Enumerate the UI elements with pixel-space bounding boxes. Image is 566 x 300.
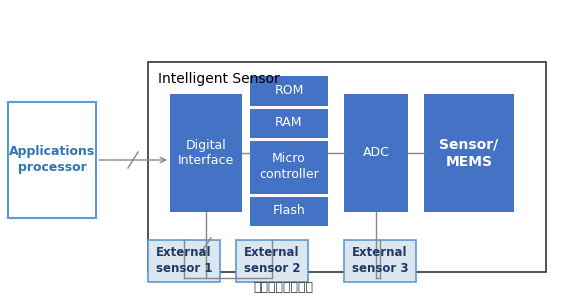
Bar xyxy=(236,240,308,282)
Text: External
sensor 3: External sensor 3 xyxy=(351,247,408,275)
Text: Applications
processor: Applications processor xyxy=(9,146,95,175)
Text: ROM: ROM xyxy=(275,85,304,98)
Text: 智能传感器的结构: 智能传感器的结构 xyxy=(253,281,313,294)
Bar xyxy=(250,76,328,106)
Bar xyxy=(344,240,416,282)
Bar xyxy=(250,196,328,226)
Bar xyxy=(170,94,242,212)
Text: External
sensor 1: External sensor 1 xyxy=(156,247,212,275)
Text: Micro
controller: Micro controller xyxy=(259,152,319,182)
Bar xyxy=(8,102,96,218)
Text: ADC: ADC xyxy=(363,146,389,160)
Text: External
sensor 2: External sensor 2 xyxy=(244,247,300,275)
Text: Digital
Interface: Digital Interface xyxy=(178,139,234,167)
Bar xyxy=(250,108,328,138)
Bar xyxy=(344,94,408,212)
Bar xyxy=(148,62,546,272)
Bar xyxy=(424,94,514,212)
Text: RAM: RAM xyxy=(275,116,303,130)
Bar xyxy=(148,240,220,282)
Bar xyxy=(250,140,328,194)
Text: Flash: Flash xyxy=(273,205,306,218)
Text: Sensor/
MEMS: Sensor/ MEMS xyxy=(439,137,499,169)
Text: Intelligent Sensor: Intelligent Sensor xyxy=(158,72,280,86)
